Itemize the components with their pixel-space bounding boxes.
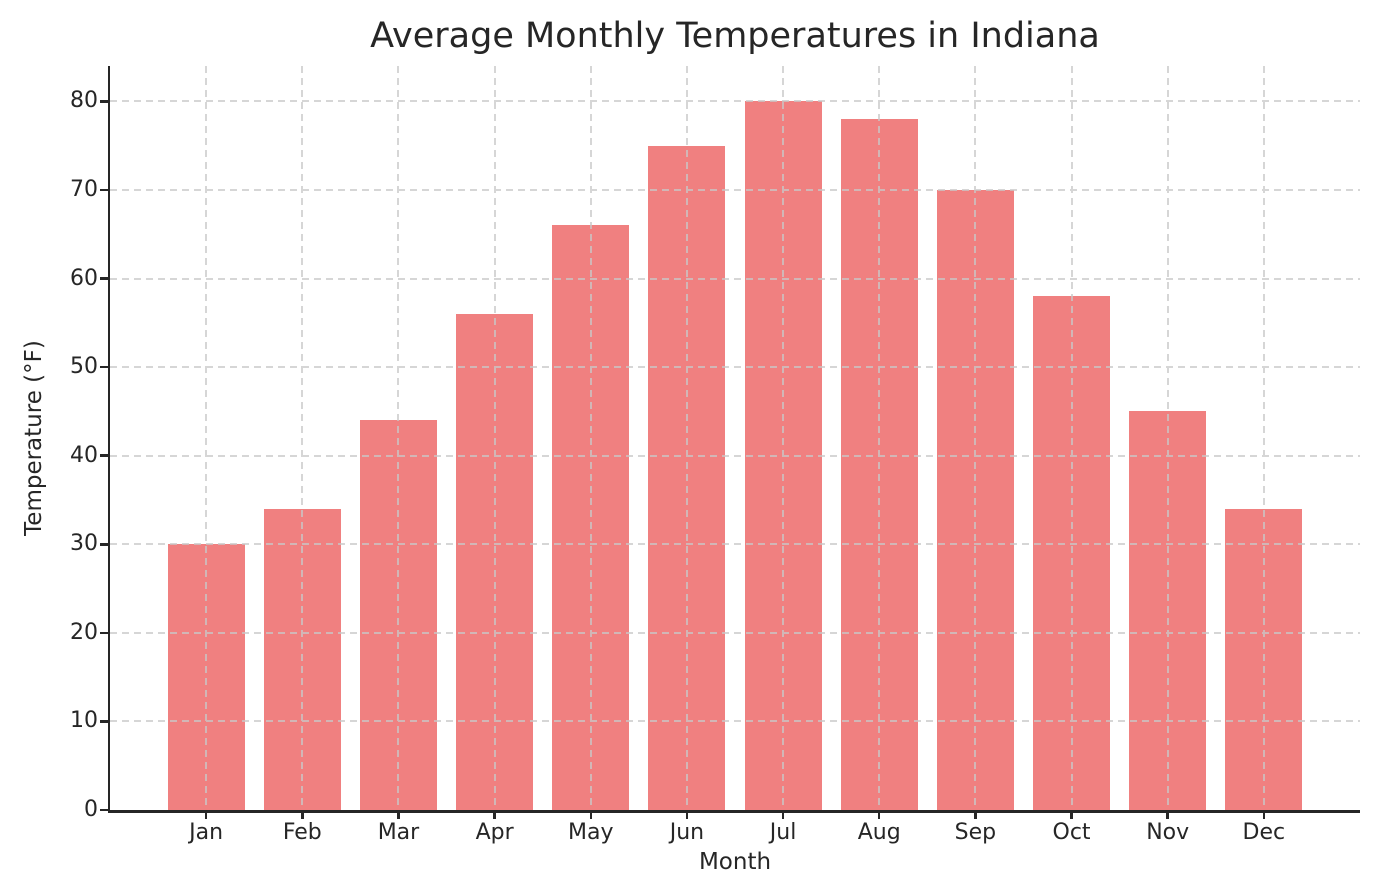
x-tick-sep	[974, 811, 977, 819]
y-tick-80	[100, 100, 108, 103]
y-tick-40	[100, 454, 108, 457]
h-gridline-40	[110, 454, 1360, 457]
y-tick-30	[100, 543, 108, 546]
x-tick-nov	[1166, 811, 1169, 819]
v-gridline-sep	[974, 66, 977, 810]
x-tick-jun	[685, 811, 689, 819]
x-tick-label-jun: Jun	[669, 820, 705, 845]
x-tick-may	[589, 811, 593, 819]
y-tick-label-60: 60	[70, 265, 98, 291]
y-tick-label-50: 50	[70, 354, 98, 380]
v-gridline-jan	[205, 66, 208, 810]
v-gridline-oct	[1070, 66, 1073, 810]
y-tick-20	[100, 631, 108, 635]
v-gridline-jul	[782, 66, 785, 810]
y-tick-60	[100, 277, 108, 280]
x-axis-label: Month	[698, 849, 772, 875]
y-tick-50	[100, 365, 108, 369]
v-gridline-nov	[1166, 66, 1169, 810]
gridlines-layer	[110, 66, 1360, 810]
y-tick-label-80: 80	[70, 88, 98, 114]
y-tick-0	[100, 808, 108, 812]
v-gridline-aug	[878, 66, 881, 810]
h-gridline-10	[110, 720, 1360, 723]
x-axis-spine	[107, 810, 1360, 813]
v-gridline-feb	[301, 66, 304, 810]
y-tick-label-10: 10	[70, 708, 98, 734]
y-tick-label-20: 20	[70, 619, 98, 645]
x-tick-label-oct: Oct	[1052, 820, 1091, 845]
x-tick-label-nov: Nov	[1146, 820, 1190, 845]
y-tick-10	[100, 720, 108, 723]
plot-area	[110, 66, 1360, 810]
x-tick-label-apr: Apr	[475, 820, 514, 845]
y-tick-70	[100, 188, 108, 192]
h-gridline-60	[110, 277, 1360, 280]
x-tick-jul	[781, 811, 785, 819]
y-tick-label-70: 70	[70, 177, 98, 202]
x-tick-label-jan: Jan	[189, 820, 224, 845]
x-tick-apr	[493, 811, 496, 819]
x-tick-label-mar: Mar	[377, 820, 420, 845]
y-tick-label-0: 0	[84, 797, 98, 822]
y-tick-label-40: 40	[70, 442, 98, 468]
v-gridline-mar	[397, 66, 400, 810]
x-tick-dec	[1262, 811, 1266, 819]
v-gridline-may	[589, 66, 592, 810]
x-tick-label-aug: Aug	[857, 820, 901, 845]
v-gridline-jun	[685, 66, 688, 810]
x-tick-aug	[877, 811, 881, 819]
chart-title: Average Monthly Temperatures in Indiana	[370, 16, 1100, 56]
h-gridline-80	[110, 100, 1360, 103]
h-gridline-50	[110, 366, 1360, 369]
x-tick-label-jul: Jul	[769, 820, 797, 845]
x-tick-label-may: May	[568, 820, 614, 845]
x-tick-jan	[204, 811, 208, 819]
x-tick-mar	[397, 811, 400, 819]
x-tick-oct	[1070, 811, 1073, 819]
v-gridline-dec	[1262, 66, 1265, 810]
h-gridline-30	[110, 543, 1360, 546]
x-tick-feb	[301, 811, 304, 819]
y-axis-spine	[107, 66, 110, 812]
x-tick-label-feb: Feb	[282, 820, 322, 845]
y-tick-label-30: 30	[70, 531, 98, 557]
v-gridline-apr	[493, 66, 496, 810]
h-gridline-20	[110, 631, 1360, 634]
x-tick-label-dec: Dec	[1242, 820, 1286, 845]
x-tick-label-sep: Sep	[954, 820, 997, 845]
h-gridline-70	[110, 189, 1360, 191]
